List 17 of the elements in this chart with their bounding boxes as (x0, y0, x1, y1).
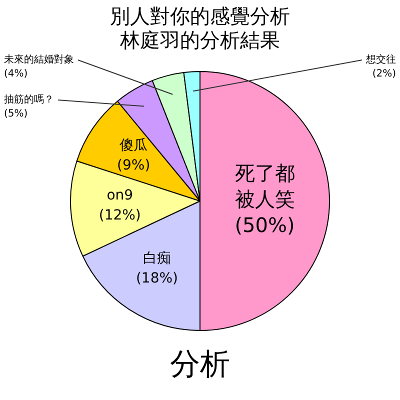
slice-label: 死了都被人笑 (234, 161, 295, 212)
slice-label: on9 (106, 188, 134, 204)
chart-title: 別人對你的感覺分析 (110, 4, 290, 28)
chart-subtitle: 林庭羽的分析結果 (119, 28, 280, 52)
data-label: (50%) (234, 213, 295, 238)
text: 分析 (169, 346, 231, 384)
data-label: (12%) (98, 208, 141, 224)
slice-label: 想交往 (365, 54, 396, 66)
data-label: (2%) (372, 68, 396, 80)
data-label: (4%) (4, 68, 28, 80)
data-label: (5%) (4, 108, 28, 120)
slice-label: 抽筋的嗎？ (4, 94, 54, 106)
data-label: (9%) (117, 158, 150, 174)
slice-label: 傻瓜 (120, 138, 148, 154)
slice-label: 白痴 (142, 250, 171, 266)
slice-label: 未來的結婚對象 (4, 54, 74, 66)
data-label: (18%) (136, 270, 178, 286)
